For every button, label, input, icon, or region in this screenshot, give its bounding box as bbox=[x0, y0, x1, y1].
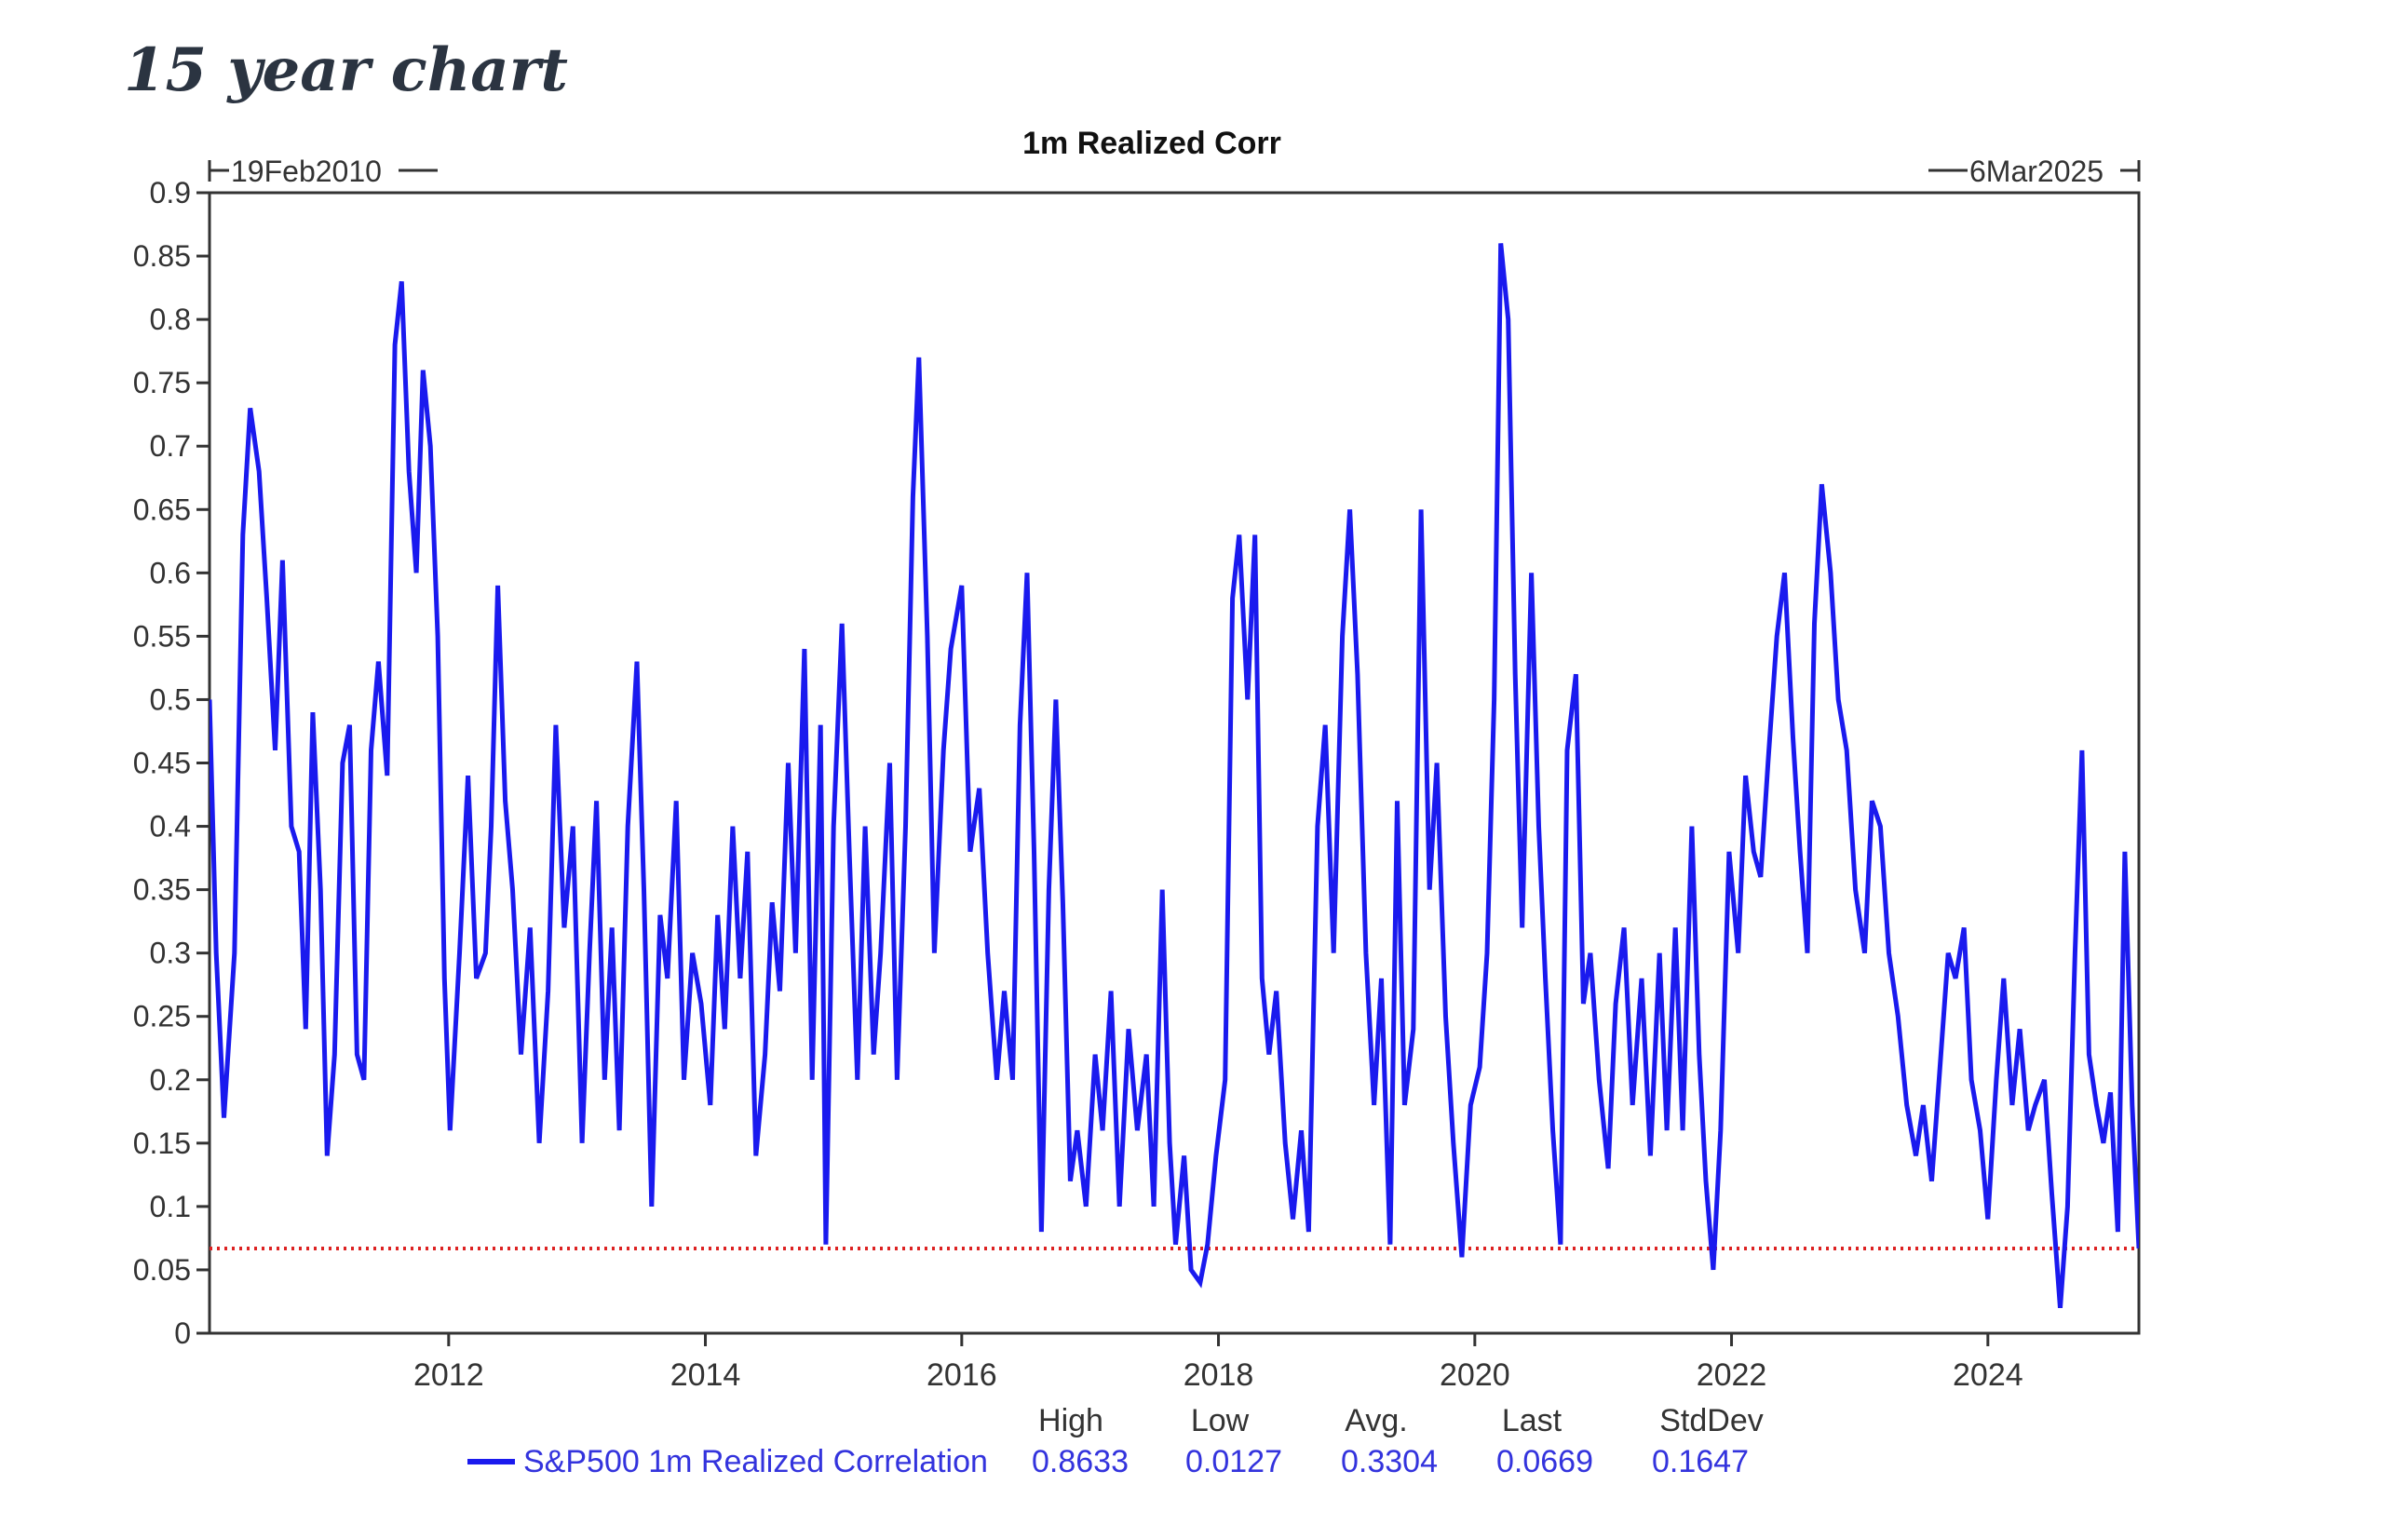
stat-header-last: Last bbox=[1502, 1403, 1562, 1438]
y-tick-label: 0.1 bbox=[150, 1190, 191, 1223]
y-tick-label: 0.35 bbox=[133, 873, 191, 907]
stat-value-high: 0.8633 bbox=[1032, 1444, 1129, 1479]
stat-value-last: 0.0669 bbox=[1496, 1444, 1593, 1479]
x-axis: 2012 2014 2016 2018 2020 2022 2024 bbox=[413, 1333, 2023, 1393]
stat-header-high: High bbox=[1038, 1403, 1103, 1438]
y-tick-label: 0.05 bbox=[133, 1253, 191, 1287]
stat-value-stddev: 0.1647 bbox=[1652, 1444, 1749, 1479]
stat-header-avg: Avg. bbox=[1345, 1403, 1407, 1438]
x-tick-label: 2014 bbox=[670, 1357, 741, 1393]
start-date-label: 19Feb2010 bbox=[231, 155, 382, 188]
plot-area bbox=[208, 191, 2141, 1335]
x-tick-label: 2024 bbox=[1953, 1357, 2023, 1393]
series-line-sp500-realized-correlation bbox=[210, 243, 2139, 1308]
end-date-label: 6Mar2025 bbox=[1969, 155, 2104, 188]
x-tick-label: 2018 bbox=[1184, 1357, 1254, 1393]
y-tick-label: 0.8 bbox=[150, 303, 191, 336]
y-tick-label: 0.25 bbox=[133, 1000, 191, 1033]
y-tick-label: 0.3 bbox=[150, 937, 191, 970]
y-tick-label: 0 bbox=[174, 1316, 191, 1350]
y-tick-label: 0.2 bbox=[150, 1063, 191, 1097]
y-tick-label: 0.75 bbox=[133, 366, 191, 399]
y-tick-label: 0.15 bbox=[133, 1127, 191, 1160]
stat-value-low: 0.0127 bbox=[1185, 1444, 1282, 1479]
page-heading: 15 year chart bbox=[124, 35, 568, 105]
end-date-marker: 6Mar2025 bbox=[1928, 155, 2141, 188]
stat-value-avg: 0.3304 bbox=[1341, 1444, 1438, 1479]
y-tick-label: 0.6 bbox=[150, 556, 191, 589]
series-layer bbox=[210, 243, 2139, 1308]
y-tick-label: 0.5 bbox=[150, 682, 191, 716]
y-tick-label: 0.55 bbox=[133, 619, 191, 653]
start-date-marker: 19Feb2010 bbox=[208, 155, 438, 188]
x-tick-label: 2020 bbox=[1440, 1357, 1510, 1393]
y-tick-label: 0.45 bbox=[133, 747, 191, 780]
stat-header-low: Low bbox=[1191, 1403, 1250, 1438]
y-tick-label: 0.65 bbox=[133, 493, 191, 526]
legend-series-name: S&P500 1m Realized Correlation bbox=[523, 1444, 988, 1479]
stat-header-stddev: StdDev bbox=[1659, 1403, 1764, 1438]
legend: S&P500 1m Realized Correlation bbox=[467, 1444, 988, 1479]
stats-table: High Low Avg. Last StdDev 0.8633 0.0127 … bbox=[1032, 1403, 1764, 1479]
y-tick-label: 0.7 bbox=[150, 429, 191, 463]
y-tick-label: 0.85 bbox=[133, 239, 191, 273]
x-tick-label: 2022 bbox=[1697, 1357, 1767, 1393]
y-tick-label: 0.9 bbox=[150, 176, 191, 209]
x-tick-label: 2012 bbox=[413, 1357, 484, 1393]
x-tick-label: 2016 bbox=[927, 1357, 997, 1393]
y-axis: 0 0.05 0.1 0.15 0.2 0.25 0.3 0.35 0.4 0.45 0.5 0.55… bbox=[133, 176, 210, 1350]
chart-title: 1m Realized Corr bbox=[1022, 126, 1281, 161]
y-tick-label: 0.4 bbox=[150, 810, 191, 843]
